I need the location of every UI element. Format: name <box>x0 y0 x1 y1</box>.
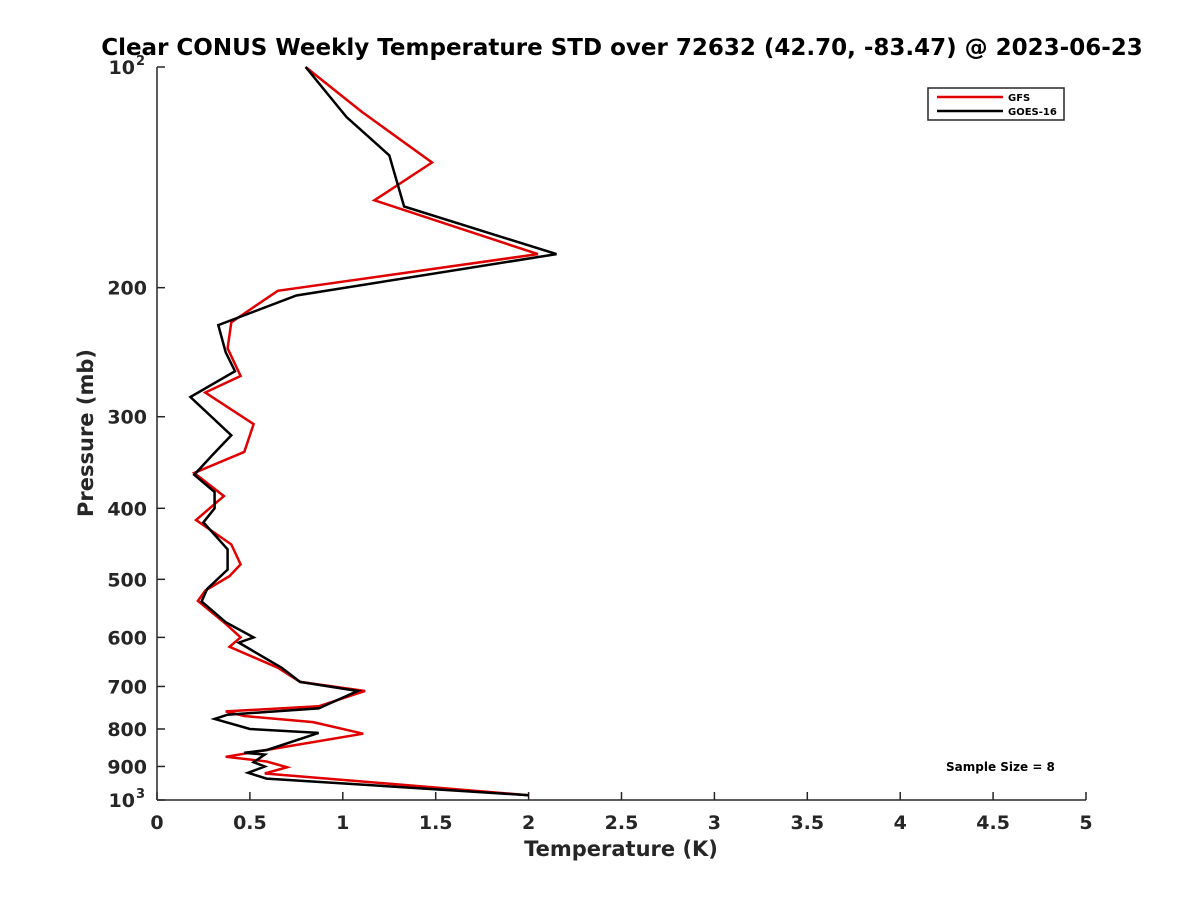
legend-label-gfs: GFS <box>1008 93 1030 104</box>
y-tick-label: 10 <box>109 790 135 812</box>
legend-box <box>927 87 1065 121</box>
x-tick-label: 2.5 <box>605 812 639 834</box>
y-tick-label: 600 <box>107 627 147 649</box>
legend: GFS GOES-16 <box>927 87 1065 121</box>
series-lines <box>188 66 557 797</box>
x-tick-label: 0 <box>150 812 163 834</box>
y-tick-base: 10 <box>109 57 135 79</box>
x-tick-label: 2 <box>522 812 535 834</box>
y-tick-exponent: 2 <box>136 54 145 69</box>
x-tick-label: 3.5 <box>790 812 824 834</box>
series-line-goes-16 <box>188 66 557 797</box>
x-axis-label: Temperature (K) <box>524 837 718 861</box>
x-tick-label: 4 <box>894 812 907 834</box>
x-tick-label: 1.5 <box>419 812 453 834</box>
x-tick-label: 4.5 <box>976 812 1010 834</box>
y-tick-label: 900 <box>107 756 147 778</box>
x-tick-label: 5 <box>1079 812 1092 834</box>
x-ticks: 0 0.5 1 1.5 2 2.5 3 3.5 4 4.5 5 <box>150 792 1093 834</box>
y-tick-label: 800 <box>107 719 147 741</box>
chart-title: Clear CONUS Weekly Temperature STD over … <box>101 35 1143 61</box>
x-tick-label: 1 <box>336 812 349 834</box>
y-tick-exponent: 3 <box>136 787 145 802</box>
legend-label-goes-16: GOES-16 <box>1008 107 1057 118</box>
y-tick-label: 10 <box>109 57 135 79</box>
x-tick-label: 0.5 <box>233 812 267 834</box>
y-tick-label: 500 <box>107 569 147 591</box>
sample-size-annotation: Sample Size = 8 <box>946 760 1055 774</box>
y-tick-label: 200 <box>107 278 147 300</box>
plot-area <box>156 67 1086 801</box>
y-tick-label: 300 <box>107 407 147 429</box>
y-axis-label: Pressure (mb) <box>74 349 98 517</box>
y-tick-label: 400 <box>107 498 147 520</box>
y-tick-base: 10 <box>109 790 135 812</box>
y-tick-label: 700 <box>107 676 147 698</box>
x-tick-label: 3 <box>708 812 721 834</box>
series-line-gfs <box>191 66 539 797</box>
